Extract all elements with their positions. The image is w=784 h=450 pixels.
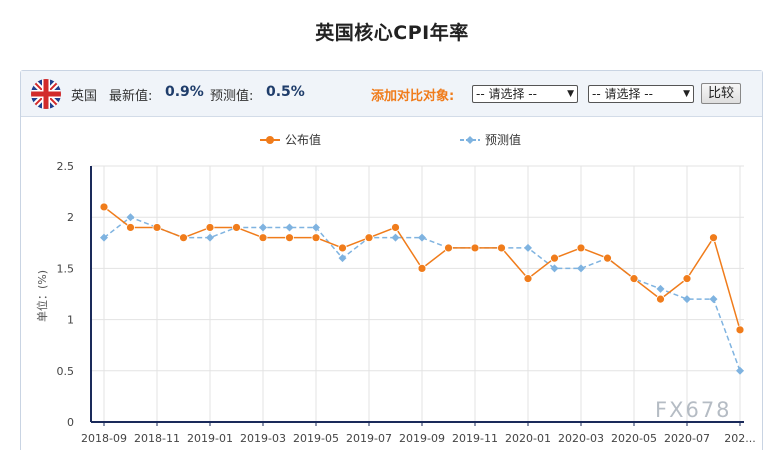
actual-point bbox=[550, 253, 559, 263]
axis-layer: 0 0.5 1 1.5 2 2.5 2018-09 2018-11 2019-01 2019-03… bbox=[35, 160, 756, 445]
panel-header: 英国 最新值: 0.9% 预测值: 0.5% 添加对比对象: -- 请选择 --… bbox=[21, 71, 762, 117]
actual-point bbox=[523, 274, 533, 284]
actual-point bbox=[417, 263, 427, 273]
actual-point bbox=[391, 223, 400, 232]
x-tick-label: 2019-07 bbox=[346, 432, 392, 445]
forecast-label: 预测值: bbox=[210, 89, 254, 104]
forecast-point bbox=[550, 264, 559, 273]
actual-point bbox=[470, 243, 480, 253]
forecast-point bbox=[206, 233, 214, 242]
forecast-point bbox=[683, 295, 691, 304]
latest-label: 最新值: bbox=[109, 89, 153, 104]
forecast-point bbox=[100, 233, 108, 242]
x-tick-label: 2020-03 bbox=[558, 432, 604, 445]
actual-point bbox=[364, 233, 374, 243]
grid-layer bbox=[91, 165, 744, 422]
forecast-point bbox=[418, 233, 426, 242]
x-tick-label: 2020-05 bbox=[611, 432, 657, 445]
actual-point bbox=[152, 223, 162, 232]
x-tick-label: 202... bbox=[724, 432, 756, 445]
legend-forecast-marker bbox=[466, 136, 474, 144]
y-tick-label: 2 bbox=[67, 211, 74, 224]
actual-point bbox=[126, 223, 135, 232]
watermark: FX678 bbox=[655, 398, 732, 422]
forecast-point bbox=[259, 223, 267, 232]
actual-point bbox=[576, 243, 586, 253]
actual-point bbox=[99, 202, 109, 212]
x-tick-label: 2019-11 bbox=[452, 432, 498, 445]
x-tick-label: 2018-11 bbox=[134, 432, 180, 445]
forecast-point bbox=[285, 223, 294, 232]
compare-select-2[interactable]: -- 请选择 -- ▼ bbox=[588, 85, 694, 103]
page-title: 英国核心CPI年率 bbox=[315, 22, 469, 44]
forecast-point bbox=[577, 264, 585, 273]
series-layer bbox=[99, 202, 745, 375]
actual-point bbox=[735, 325, 745, 335]
compare-select-1-value: -- 请选择 -- bbox=[476, 87, 537, 101]
actual-point bbox=[444, 243, 453, 253]
y-tick-label: 1.5 bbox=[57, 262, 75, 275]
actual-point bbox=[709, 233, 718, 243]
x-tick-label: 2018-09 bbox=[81, 432, 127, 445]
actual-point bbox=[258, 233, 268, 243]
x-tick-label: 2019-09 bbox=[399, 432, 445, 445]
legend-actual-marker bbox=[266, 136, 274, 144]
actual-point bbox=[497, 243, 506, 253]
x-tick-label: 2019-03 bbox=[240, 432, 286, 445]
forecast-point bbox=[736, 366, 744, 375]
actual-point bbox=[311, 233, 321, 243]
forecast-point bbox=[656, 284, 665, 293]
compare-select-1[interactable]: -- 请选择 -- ▼ bbox=[472, 85, 578, 103]
actual-point bbox=[179, 233, 188, 243]
uk-flag-icon bbox=[31, 79, 61, 109]
chevron-down-icon: ▼ bbox=[567, 89, 574, 99]
latest-value: 0.9% bbox=[165, 84, 204, 100]
forecast-value: 0.5% bbox=[266, 84, 305, 100]
actual-point bbox=[656, 294, 665, 304]
chart-panel: 英国 最新值: 0.9% 预测值: 0.5% 添加对比对象: -- 请选择 --… bbox=[20, 70, 763, 450]
compare-button[interactable]: 比较 bbox=[701, 83, 741, 104]
legend-layer: 公布值 预测值 bbox=[260, 132, 521, 147]
actual-point bbox=[232, 223, 241, 232]
legend-actual-label: 公布值 bbox=[285, 132, 321, 147]
compare-label: 添加对比对象: bbox=[371, 89, 455, 104]
x-tick-label: 2019-01 bbox=[187, 432, 233, 445]
actual-point bbox=[285, 233, 294, 243]
x-tick-label: 2020-07 bbox=[664, 432, 710, 445]
legend-forecast-label: 预测值 bbox=[485, 132, 521, 147]
actual-point bbox=[338, 243, 347, 253]
y-tick-label: 0.5 bbox=[57, 365, 75, 378]
x-tick-label: 2019-05 bbox=[293, 432, 339, 445]
y-tick-label: 0 bbox=[67, 416, 74, 429]
actual-point bbox=[603, 253, 612, 263]
forecast-point bbox=[709, 295, 718, 304]
compare-select-2-value: -- 请选择 -- bbox=[592, 87, 653, 101]
chevron-down-icon: ▼ bbox=[683, 89, 690, 99]
actual-point bbox=[682, 274, 692, 284]
forecast-point bbox=[338, 254, 347, 263]
y-tick-label: 1 bbox=[67, 314, 74, 327]
y-axis-label: 单位：(%) bbox=[35, 270, 49, 322]
x-tick-label: 2020-01 bbox=[505, 432, 551, 445]
forecast-point bbox=[524, 243, 532, 252]
y-tick-label: 2.5 bbox=[57, 160, 75, 173]
forecast-point bbox=[126, 213, 135, 222]
actual-point bbox=[205, 223, 215, 232]
forecast-point bbox=[391, 233, 400, 242]
country-name: 英国 bbox=[71, 89, 98, 104]
actual-point bbox=[629, 274, 639, 284]
forecast-point bbox=[312, 223, 320, 232]
